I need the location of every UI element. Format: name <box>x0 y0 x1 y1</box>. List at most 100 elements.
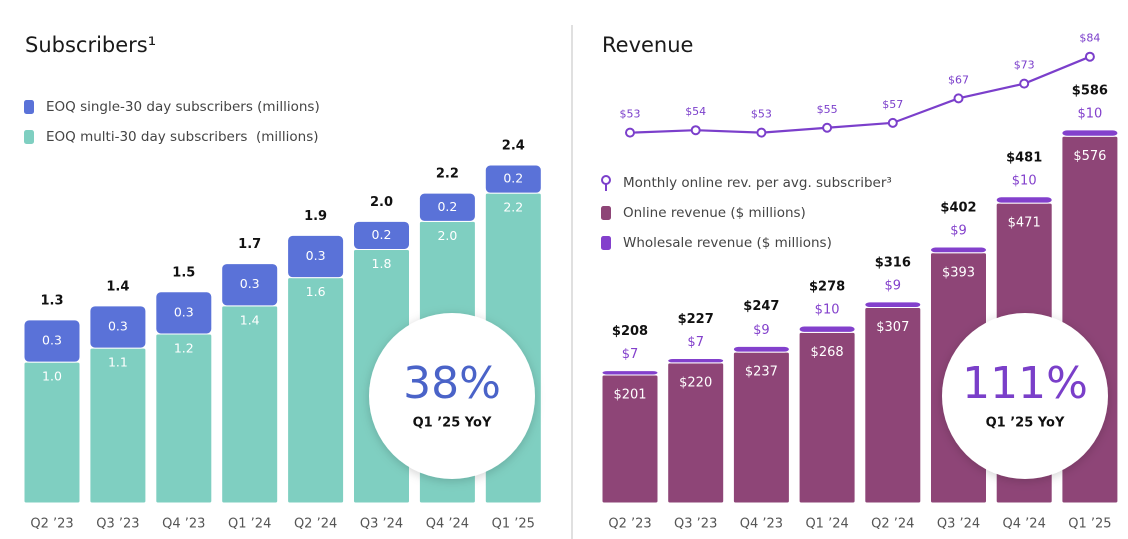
badge-caption: Q1 ’25 YoY <box>986 416 1065 431</box>
data-label: $73 <box>1014 59 1035 72</box>
legend-icon <box>24 130 34 144</box>
data-label: $55 <box>817 103 838 116</box>
total-label: 2.4 <box>502 139 525 154</box>
line-point <box>887 117 898 128</box>
total-label: $227 <box>678 312 714 327</box>
bar-segment <box>1061 129 1119 137</box>
data-label: 1.0 <box>42 369 62 384</box>
total-label: 1.4 <box>106 279 129 294</box>
data-label: $9 <box>885 278 902 293</box>
x-tick-label: Q3 ’24 <box>360 517 403 532</box>
data-label: $9 <box>753 323 770 338</box>
total-label: $316 <box>875 255 911 270</box>
total-label: $247 <box>743 299 779 314</box>
x-tick-label: Q1 ’24 <box>805 517 848 532</box>
total-label: $481 <box>1006 150 1042 165</box>
line-point <box>756 127 767 138</box>
x-tick-label: Q2 ’24 <box>871 517 914 532</box>
data-label: $10 <box>1012 173 1037 188</box>
bar-segment <box>287 234 345 279</box>
legend-icon <box>601 206 611 220</box>
data-label: 0.3 <box>306 248 326 263</box>
badge <box>369 313 535 479</box>
legend-icon <box>601 236 611 250</box>
legend-label: EOQ multi-30 day subscribers (millions) <box>46 129 319 145</box>
data-label: $237 <box>745 365 778 380</box>
total-label: $278 <box>809 280 845 295</box>
total-label: $402 <box>940 201 976 216</box>
data-label: $67 <box>948 73 969 86</box>
data-label: $220 <box>679 375 712 390</box>
data-label: $393 <box>942 265 975 280</box>
data-label: 2.2 <box>503 200 523 215</box>
bar-segment <box>287 277 345 504</box>
x-tick-label: Q3 ’23 <box>674 517 717 532</box>
total-label: 1.7 <box>238 237 261 252</box>
bar-segment <box>221 305 279 504</box>
data-label: 0.2 <box>437 199 457 214</box>
x-tick-label: Q2 ’23 <box>30 517 73 532</box>
bar-segment <box>23 319 81 363</box>
bar-segment <box>418 192 476 222</box>
bar-segment <box>601 370 659 376</box>
legend-icon <box>24 100 34 114</box>
data-label: 0.3 <box>174 304 194 319</box>
data-label: 0.3 <box>240 276 260 291</box>
bar-segment <box>667 357 725 364</box>
bar-segment <box>995 196 1053 204</box>
x-tick-label: Q2 ’24 <box>294 517 337 532</box>
data-label: $307 <box>876 320 909 335</box>
data-label: $10 <box>815 303 840 318</box>
total-label: $208 <box>612 324 648 339</box>
chart-title: Revenue <box>602 33 693 57</box>
x-tick-label: Q1 ’25 <box>492 517 535 532</box>
bar-segment <box>89 305 147 349</box>
bar-segment <box>732 345 790 353</box>
data-label: 0.2 <box>503 171 523 186</box>
data-label: 0.3 <box>108 318 128 333</box>
x-tick-label: Q4 ’23 <box>162 517 205 532</box>
data-label: 1.8 <box>372 256 392 271</box>
legend-label: Monthly online rev. per avg. subscriber³ <box>623 175 892 191</box>
legend-label: Wholesale revenue ($ millions) <box>623 235 832 251</box>
bar-segment <box>798 325 856 333</box>
data-label: 1.1 <box>108 355 128 370</box>
data-label: $10 <box>1077 106 1102 121</box>
data-label: $268 <box>811 345 844 360</box>
data-label: $84 <box>1079 32 1100 45</box>
badge <box>942 313 1108 479</box>
total-label: $586 <box>1072 83 1108 98</box>
bar-segment <box>864 301 922 309</box>
x-tick-label: Q4 ’24 <box>426 517 469 532</box>
x-tick-label: Q2 ’23 <box>608 517 651 532</box>
legend-label: Online revenue ($ millions) <box>623 205 806 221</box>
data-label: $201 <box>613 388 646 403</box>
bar-segment <box>221 263 279 307</box>
bar-segment <box>155 291 213 335</box>
total-label: 1.3 <box>40 293 63 308</box>
bar-segment <box>155 333 213 504</box>
data-label: 1.4 <box>240 312 260 327</box>
line-point <box>822 122 833 133</box>
line-point <box>690 125 701 136</box>
data-label: 2.0 <box>437 228 457 243</box>
data-label: $7 <box>687 335 704 350</box>
x-tick-label: Q1 ’25 <box>1068 517 1111 532</box>
bar-segment <box>89 347 147 504</box>
line-point <box>625 127 635 138</box>
data-label: $7 <box>622 347 639 362</box>
x-tick-label: Q1 ’24 <box>228 517 271 532</box>
legend-icon <box>601 175 611 185</box>
line-point <box>953 93 964 104</box>
badge-value: 38% <box>403 358 501 409</box>
data-label: 1.2 <box>174 341 194 356</box>
data-label: $53 <box>620 108 641 121</box>
total-label: 1.5 <box>172 265 195 280</box>
x-tick-label: Q3 ’24 <box>937 517 980 532</box>
x-tick-label: Q4 ’24 <box>1003 517 1046 532</box>
data-label: $53 <box>751 108 772 121</box>
bar-segment <box>864 307 922 504</box>
total-label: 2.0 <box>370 195 393 210</box>
data-label: $9 <box>950 224 967 239</box>
